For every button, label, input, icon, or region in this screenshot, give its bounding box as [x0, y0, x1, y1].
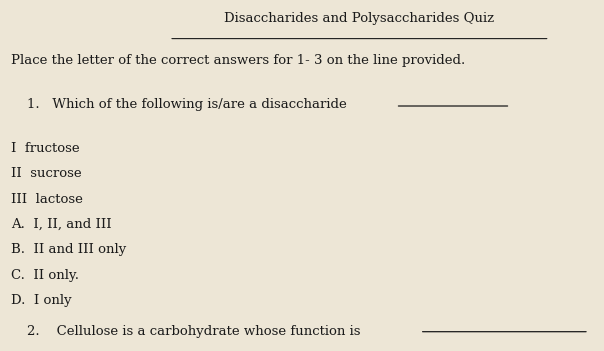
Text: I  fructose: I fructose — [11, 142, 80, 155]
Text: A.  I, II, and III: A. I, II, and III — [11, 218, 112, 231]
Text: Disaccharides and Polysaccharides Quiz: Disaccharides and Polysaccharides Quiz — [224, 12, 495, 25]
Text: II  sucrose: II sucrose — [11, 167, 82, 180]
Text: C.  II only.: C. II only. — [11, 269, 79, 282]
Text: 1.   Which of the following is/are a disaccharide: 1. Which of the following is/are a disac… — [27, 98, 347, 111]
Text: III  lactose: III lactose — [11, 193, 83, 206]
Text: Place the letter of the correct answers for 1- 3 on the line provided.: Place the letter of the correct answers … — [11, 54, 465, 67]
Text: B.  II and III only: B. II and III only — [11, 243, 126, 256]
Text: 2.    Cellulose is a carbohydrate whose function is: 2. Cellulose is a carbohydrate whose fun… — [27, 325, 361, 338]
Text: D.  I only: D. I only — [11, 294, 71, 307]
